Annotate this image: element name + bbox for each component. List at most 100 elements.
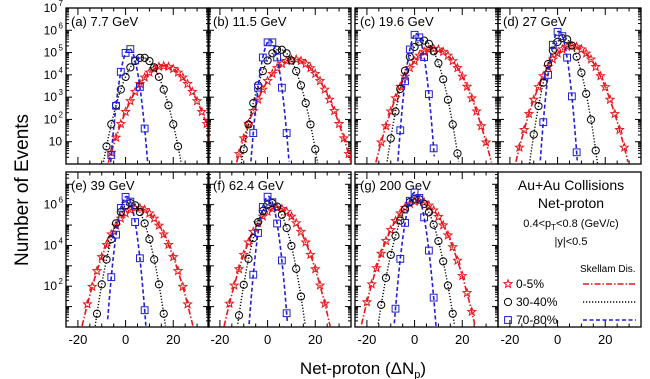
data-point [375, 136, 387, 147]
panel-plot [360, 188, 478, 327]
panel-frame [354, 171, 499, 328]
legend-entry-2: 30-40% [503, 295, 636, 309]
panel-plot [233, 38, 351, 164]
data-point [466, 306, 478, 317]
data-point [305, 249, 316, 260]
data-point [177, 71, 189, 82]
data-point [452, 62, 463, 73]
x-tick-label: 20 [455, 332, 469, 347]
data-point [292, 66, 301, 76]
data-point [169, 120, 178, 129]
panel-label: (a) 7.7 GeV [71, 14, 139, 29]
panel-label: (e) 39 GeV [71, 178, 135, 193]
data-point [112, 101, 120, 110]
data-point [528, 94, 540, 105]
data-point [234, 311, 244, 320]
data-point [276, 203, 288, 214]
data-point [300, 236, 312, 247]
data-point [415, 33, 424, 42]
data-point [126, 45, 135, 54]
data-point [140, 219, 149, 228]
legend-cut-pt: 0.4<pT<0.8 (GeV/c) [523, 218, 618, 232]
data-point [433, 211, 444, 222]
data-point [273, 219, 282, 228]
data-point [112, 230, 120, 239]
legend-title-netproton: Net-proton [538, 195, 604, 211]
data-point [429, 47, 438, 56]
y-tick-label: 10 [44, 1, 58, 15]
data-point [577, 68, 586, 77]
y-tick-label: 10 [44, 68, 58, 82]
y-tick-label: 10 [44, 238, 58, 252]
panel-label: (g) 200 GeV [360, 178, 431, 193]
data-point [539, 118, 548, 127]
data-point [233, 263, 245, 274]
x-axis-label: Net-proton (ΔNp) [300, 359, 426, 379]
y-tick-label: 10 [49, 135, 63, 149]
x-tick-label: -20 [501, 332, 520, 347]
y-axis-label: Number of Events [12, 114, 33, 266]
data-point [254, 229, 262, 237]
data-point [424, 39, 433, 48]
data-point [544, 70, 552, 79]
x-tick-label: 0 [411, 332, 418, 347]
data-point [405, 45, 414, 54]
data-point [238, 249, 250, 260]
legend-skellam-label: Skellam Dis. [580, 264, 636, 275]
y-tick-label-exp: 7 [59, 0, 64, 8]
data-point [102, 142, 111, 151]
data-point [599, 81, 611, 92]
data-point [324, 93, 335, 105]
x-tick-label: -20 [69, 332, 88, 347]
y-tick-label: 10 [44, 112, 58, 126]
data-point [558, 32, 567, 41]
data-point [391, 107, 400, 116]
x-axis-label-sub: p [414, 369, 420, 379]
data-point [443, 95, 453, 104]
legend-marker [504, 316, 512, 324]
panel-plot [102, 45, 209, 163]
skellam-curve [102, 56, 182, 162]
data-point [609, 108, 621, 119]
data-point [333, 118, 345, 129]
data-point [296, 292, 306, 301]
legend-entry-3: 70-80% [504, 313, 636, 327]
data-point [585, 53, 597, 64]
data-point [140, 306, 149, 315]
data-point [410, 30, 419, 39]
data-point [391, 304, 400, 313]
data-point [258, 203, 267, 211]
data-point [290, 53, 302, 64]
data-point [140, 124, 149, 133]
data-point [443, 281, 453, 290]
data-point [182, 78, 193, 89]
data-point [591, 146, 600, 155]
y-tick-label: 10 [44, 46, 58, 60]
data-point [385, 224, 397, 235]
data-point [553, 27, 562, 36]
data-point [385, 105, 397, 116]
data-point [126, 63, 135, 72]
data-point [529, 130, 538, 139]
data-point [301, 98, 310, 108]
data-point [254, 83, 262, 92]
data-point [228, 279, 240, 290]
data-point [263, 192, 272, 201]
panel-frame [65, 171, 210, 328]
data-point [396, 216, 405, 225]
legend-cut-y: |y|<0.5 [555, 236, 588, 248]
panel-frame [497, 7, 642, 165]
x-axis-label-main: Net-proton (ΔN [300, 359, 414, 378]
data-point [167, 63, 179, 74]
data-point [420, 53, 429, 62]
data-point [125, 95, 136, 106]
data-point [338, 132, 350, 143]
data-point [292, 264, 301, 273]
data-point [121, 192, 130, 201]
data-point [96, 251, 108, 262]
data-point [97, 280, 106, 289]
data-point [282, 129, 291, 137]
y-tick-label-exp: 6 [59, 196, 64, 205]
skellam-curve [109, 47, 149, 163]
